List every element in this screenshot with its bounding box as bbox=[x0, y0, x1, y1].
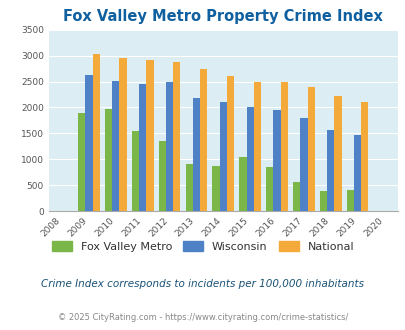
Bar bbox=[273, 110, 280, 211]
Bar bbox=[280, 82, 287, 211]
Bar bbox=[219, 102, 226, 211]
Bar bbox=[192, 98, 200, 211]
Legend: Fox Valley Metro, Wisconsin, National: Fox Valley Metro, Wisconsin, National bbox=[47, 237, 358, 256]
Bar bbox=[226, 76, 234, 211]
Text: © 2025 CityRating.com - https://www.cityrating.com/crime-statistics/: © 2025 CityRating.com - https://www.city… bbox=[58, 313, 347, 322]
Bar bbox=[166, 82, 173, 211]
Bar bbox=[212, 166, 219, 211]
Bar bbox=[307, 87, 314, 211]
Bar bbox=[92, 53, 100, 211]
Bar bbox=[119, 58, 126, 211]
Bar bbox=[353, 135, 360, 211]
Bar bbox=[266, 167, 273, 211]
Bar bbox=[158, 141, 166, 211]
Bar bbox=[185, 164, 192, 211]
Bar bbox=[246, 108, 253, 211]
Title: Fox Valley Metro Property Crime Index: Fox Valley Metro Property Crime Index bbox=[63, 9, 382, 24]
Bar bbox=[132, 131, 139, 211]
Bar bbox=[200, 69, 207, 211]
Bar bbox=[334, 96, 341, 211]
Text: Crime Index corresponds to incidents per 100,000 inhabitants: Crime Index corresponds to incidents per… bbox=[41, 279, 364, 289]
Bar bbox=[346, 190, 353, 211]
Bar bbox=[239, 157, 246, 211]
Bar bbox=[139, 83, 146, 211]
Bar bbox=[85, 75, 92, 211]
Bar bbox=[300, 118, 307, 211]
Bar bbox=[146, 60, 153, 211]
Bar bbox=[112, 81, 119, 211]
Bar bbox=[173, 62, 180, 211]
Bar bbox=[78, 113, 85, 211]
Bar bbox=[326, 130, 334, 211]
Bar bbox=[360, 102, 368, 211]
Bar bbox=[319, 191, 326, 211]
Bar bbox=[105, 109, 112, 211]
Bar bbox=[253, 82, 260, 211]
Bar bbox=[292, 182, 300, 211]
